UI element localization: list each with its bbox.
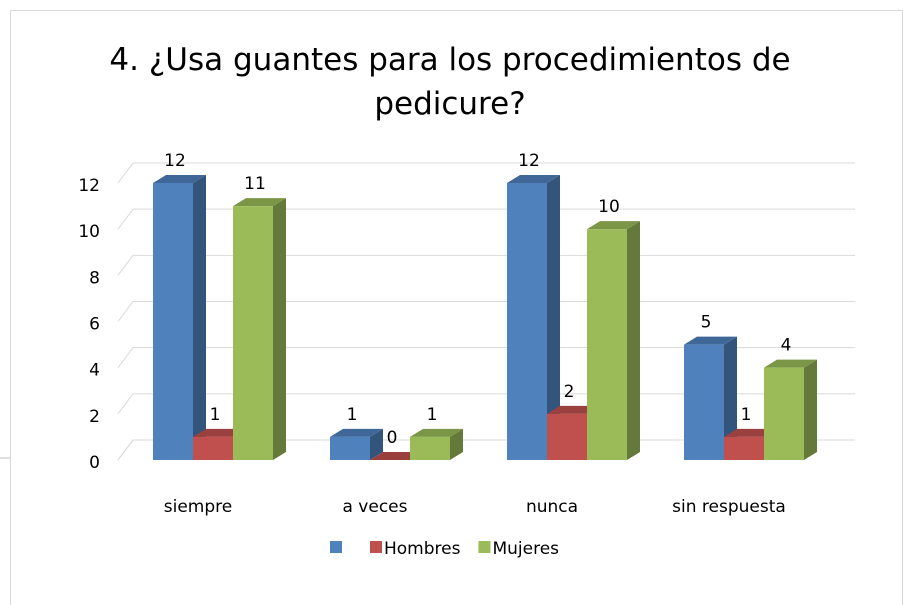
legend-swatch [478, 541, 491, 553]
value-label: 1 [210, 405, 221, 425]
y-tick-label: 0 [89, 453, 100, 473]
bar-top [764, 359, 817, 368]
bar [410, 428, 463, 460]
value-label: 12 [518, 151, 540, 171]
value-label: 1 [741, 405, 752, 425]
grid-line [117, 254, 855, 276]
value-label: 4 [781, 336, 792, 356]
bar-front [507, 183, 547, 460]
value-label: 5 [701, 313, 712, 333]
bar-top [587, 221, 640, 230]
bar-top [410, 428, 463, 437]
bar [153, 175, 206, 460]
value-label: 0 [387, 428, 398, 448]
bar-front [153, 183, 193, 460]
legend-swatch [330, 541, 342, 553]
bar-top [370, 452, 423, 460]
legend-label: Hombres [384, 539, 461, 559]
bar-side [547, 175, 560, 460]
value-label: 2 [564, 382, 575, 402]
x-tick-label: nunca [526, 497, 578, 517]
bar-top [507, 175, 560, 183]
bar-front [724, 436, 764, 460]
value-label: 1 [347, 405, 358, 425]
bar [684, 336, 737, 460]
x-tick-label: siempre [164, 497, 232, 517]
y-tick-label: 8 [89, 268, 100, 288]
bar-side [370, 428, 383, 460]
bar-top [233, 198, 286, 207]
grid-line [117, 162, 855, 184]
bar-front [410, 436, 450, 460]
bar [507, 175, 560, 460]
value-label: 10 [598, 197, 620, 217]
y-tick-label: 10 [78, 222, 100, 242]
bar-top [193, 428, 246, 437]
bar [587, 221, 640, 460]
value-label: 11 [244, 174, 266, 194]
bar-front [547, 413, 587, 460]
bar-side [627, 221, 640, 460]
bar-top [330, 428, 383, 437]
bar-front [193, 436, 233, 460]
bar-side [724, 336, 737, 460]
bar [764, 359, 817, 460]
bar-front [330, 436, 370, 460]
legend-label: Mujeres [492, 539, 559, 559]
bar-side [193, 175, 206, 460]
y-tick-label: 4 [89, 361, 100, 381]
bar-front [587, 229, 627, 460]
bar [233, 198, 286, 461]
value-label: 1 [427, 405, 438, 425]
bar-top [724, 428, 777, 437]
x-tick-label: sin respuesta [672, 497, 786, 517]
legend-swatch [370, 541, 382, 553]
y-tick-label: 2 [89, 407, 100, 427]
chart-title: 4. ¿Usa guantes para los procedimientos … [109, 42, 791, 122]
bar [370, 452, 423, 460]
grid-line [117, 301, 855, 322]
x-tick-label: a veces [342, 497, 407, 517]
bar-side [450, 428, 463, 460]
y-tick-label: 12 [78, 176, 100, 196]
bar-front [764, 367, 804, 460]
y-tick-label: 6 [89, 315, 100, 335]
grid-line [117, 347, 855, 368]
bar-top [684, 336, 737, 345]
value-label: 12 [164, 151, 186, 171]
bar-front [684, 344, 724, 460]
bar-side [804, 359, 817, 460]
bar-top [547, 405, 600, 414]
bar-top [153, 175, 206, 183]
bar [330, 428, 383, 460]
bar-front [233, 206, 273, 460]
bar-side [273, 198, 286, 461]
grid-line [117, 208, 855, 230]
